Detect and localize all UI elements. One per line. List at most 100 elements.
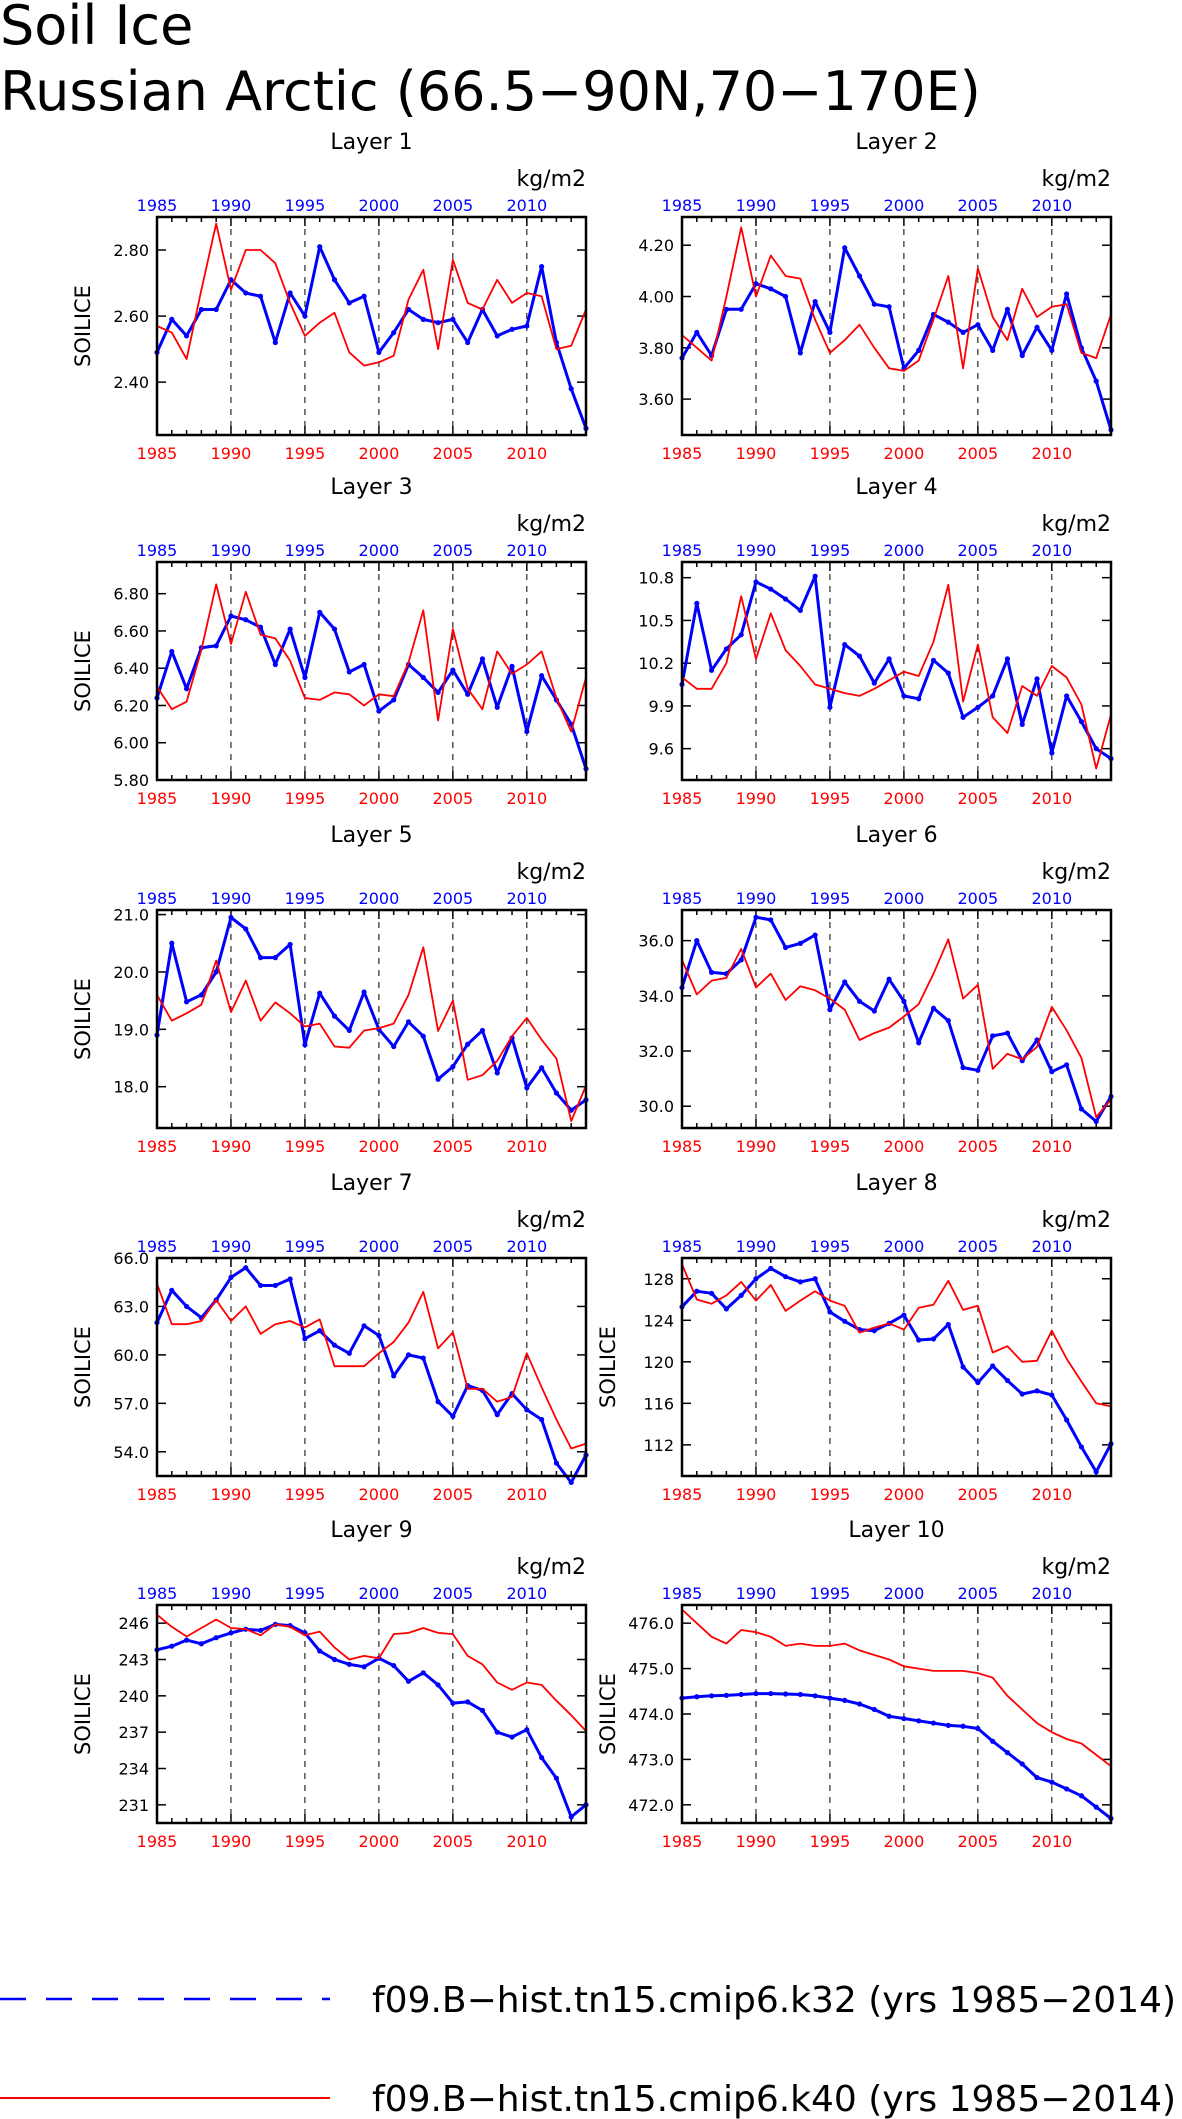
layer-1-series-k32-line bbox=[155, 245, 588, 429]
layer-2-series-k32-point bbox=[723, 306, 729, 312]
layer-4-series-k32-point bbox=[930, 657, 937, 663]
layer-10-bottom-tick-label-1985: 1985 bbox=[662, 1832, 703, 1851]
layer-9-series-k32-point bbox=[568, 1814, 574, 1820]
layer-5-plot-frame bbox=[155, 908, 588, 1130]
layer-9-bottom-tick-label-2000: 2000 bbox=[359, 1832, 400, 1851]
layer-4-bottom-tick-label-2010: 2010 bbox=[1031, 789, 1072, 808]
layer-2-series-k32-point bbox=[1019, 352, 1025, 359]
layer-8-series-k32-point bbox=[797, 1279, 803, 1285]
layer-8-series-k40-line bbox=[681, 1263, 1112, 1408]
layer-1-series-k32-point bbox=[243, 290, 249, 296]
layer-4-plot-frame bbox=[680, 560, 1113, 782]
layer-2-top-tick-label-2000: 2000 bbox=[884, 196, 925, 215]
layer-6-bottom-tick-label-2010: 2010 bbox=[1031, 1137, 1072, 1156]
layer-8-series-k32-point bbox=[827, 1309, 833, 1315]
layer-9-bottom-tick-label-1985: 1985 bbox=[137, 1832, 178, 1851]
layer-5-series-k32-point bbox=[331, 1013, 338, 1019]
layer-7-series-k40-line bbox=[156, 1283, 587, 1450]
layer-10-series-k32-point bbox=[708, 1693, 715, 1699]
layer-7-series-k32-point bbox=[524, 1407, 530, 1413]
layer-7-top-tick-label-1995: 1995 bbox=[285, 1237, 326, 1256]
layer-4-ytick-label-3: 10.5 bbox=[638, 611, 674, 630]
layer-9-bottom-tick-label-2005: 2005 bbox=[433, 1832, 474, 1851]
layer-3-bottom-tick-label-1995: 1995 bbox=[285, 789, 326, 808]
layer-4-units: kg/m2 bbox=[1041, 512, 1111, 537]
layer-10-top-tick-label-2005: 2005 bbox=[958, 1584, 999, 1603]
layer-9-top-tick-label-2000: 2000 bbox=[359, 1584, 400, 1603]
layer-10-series-k32-point bbox=[1064, 1786, 1070, 1792]
layer-2-series-k32-point bbox=[856, 273, 863, 279]
layer-4-series-k32-point bbox=[812, 573, 818, 579]
layer-9-series-k32-point bbox=[213, 1635, 219, 1641]
layer-3-series-k32-point bbox=[243, 617, 249, 623]
layer-3-series-k32-point bbox=[435, 689, 441, 696]
layer-9-ytick-label-4: 243 bbox=[118, 1651, 149, 1670]
layer-9-series-k32-point bbox=[228, 1630, 234, 1636]
layer-8-series-k32-point bbox=[871, 1328, 877, 1334]
layer-8-series-k32-point bbox=[753, 1276, 759, 1282]
layer-9-ytick-label-2: 237 bbox=[118, 1723, 149, 1742]
layer-6-series-k32-point bbox=[1078, 1106, 1085, 1112]
layer-10-bottom-tick-label-2005: 2005 bbox=[958, 1832, 999, 1851]
layer-10-series-k32-point bbox=[886, 1713, 892, 1719]
layer-3-ytick-label-2: 6.20 bbox=[113, 696, 149, 715]
layer-5-bottom-tick-label-1990: 1990 bbox=[211, 1137, 252, 1156]
layer-2-series-k32-point bbox=[871, 301, 877, 307]
layer-7-top-tick-label-2005: 2005 bbox=[433, 1237, 474, 1256]
layer-10-series-k32-point bbox=[694, 1694, 700, 1700]
layer-6-series-k32-point bbox=[960, 1064, 966, 1071]
layer-1-bottom-tick-label-2010: 2010 bbox=[506, 444, 547, 463]
layer-4-series-k32-point bbox=[975, 704, 981, 710]
layer-3-series-k32-point bbox=[420, 674, 426, 681]
layer-9-series-k32-point bbox=[450, 1700, 456, 1706]
layer-7-series-k32-point bbox=[228, 1274, 234, 1280]
layer-10-series-k32-point bbox=[1019, 1761, 1025, 1767]
layer-1-series-k32-point bbox=[346, 300, 352, 306]
layer-9-series-k32-point bbox=[346, 1661, 352, 1667]
layer-7-series-k32-point bbox=[287, 1276, 293, 1282]
layer-1-ytick-label-0: 2.40 bbox=[113, 373, 149, 392]
layer-3-ytick-label-0: 5.80 bbox=[113, 771, 149, 790]
layer-4-series-k32-point bbox=[738, 632, 744, 638]
layer-2-series-k40-line bbox=[681, 226, 1112, 372]
layer-8-ytick-label-0: 112 bbox=[643, 1436, 674, 1455]
layer-10-series-k32-point bbox=[856, 1701, 863, 1707]
layer-1-top-tick-label-2005: 2005 bbox=[433, 196, 474, 215]
layer-10-bottom-tick-label-2010: 2010 bbox=[1031, 1832, 1072, 1851]
layer-8-series-k32-point bbox=[768, 1265, 774, 1271]
layer-8-series-k32-point bbox=[812, 1276, 818, 1282]
layer-7-ytick-label-1: 57.0 bbox=[113, 1394, 149, 1413]
layer-1-top-tick-label-1995: 1995 bbox=[285, 196, 326, 215]
layer-7-bottom-tick-label-2010: 2010 bbox=[506, 1485, 547, 1504]
layer-10-bottom-tick-label-2000: 2000 bbox=[884, 1832, 925, 1851]
layer-2-series-k32-point bbox=[945, 319, 951, 325]
layer-6-series-k32-point bbox=[1004, 1030, 1011, 1036]
layer-2-top-tick-label-1995: 1995 bbox=[810, 196, 851, 215]
layer-1-top-tick-label-1985: 1985 bbox=[137, 196, 178, 215]
layer-6-bottom-tick-label-2000: 2000 bbox=[884, 1137, 925, 1156]
layer-4-panel: Layer 4 kg/m2 1985 1985 1990 1990 1995 1995 2000… bbox=[638, 475, 1114, 808]
layer-9-series-k40-line bbox=[156, 1614, 587, 1732]
layer-7-top-tick-label-1985: 1985 bbox=[137, 1237, 178, 1256]
layer-7-series-k32-point bbox=[435, 1399, 441, 1405]
layer-6-series-k32-point bbox=[975, 1067, 981, 1073]
layer-3-top-tick-label-1995: 1995 bbox=[285, 541, 326, 560]
layer-10-series-k32-point bbox=[738, 1691, 744, 1698]
layer-6-series-k32-point bbox=[738, 957, 744, 963]
layer-4-series-k32-point bbox=[708, 667, 715, 673]
layer-5-series-k32-point bbox=[198, 992, 204, 998]
layer-3-series-k32-point bbox=[524, 728, 530, 735]
layer-3-series-k32-point bbox=[228, 613, 234, 619]
layer-5-series-k32-point bbox=[553, 1090, 560, 1096]
layer-4-series-k32-point bbox=[723, 646, 729, 652]
layer-7-ytick-label-2: 60.0 bbox=[113, 1346, 149, 1365]
layer-9-top-tick-label-2005: 2005 bbox=[433, 1584, 474, 1603]
layer-1-bottom-tick-label-2005: 2005 bbox=[433, 444, 474, 463]
layer-3-series-k32-point bbox=[213, 643, 219, 649]
layer-9-series-k32-point bbox=[553, 1775, 560, 1781]
layer-9-series-k32-point bbox=[539, 1755, 545, 1761]
layer-2-series-k32-point bbox=[1049, 347, 1055, 353]
layer-4-top-tick-label-1990: 1990 bbox=[736, 541, 777, 560]
layer-9-ytick-label-3: 240 bbox=[118, 1687, 149, 1706]
layer-10-bottom-tick-label-1995: 1995 bbox=[810, 1832, 851, 1851]
